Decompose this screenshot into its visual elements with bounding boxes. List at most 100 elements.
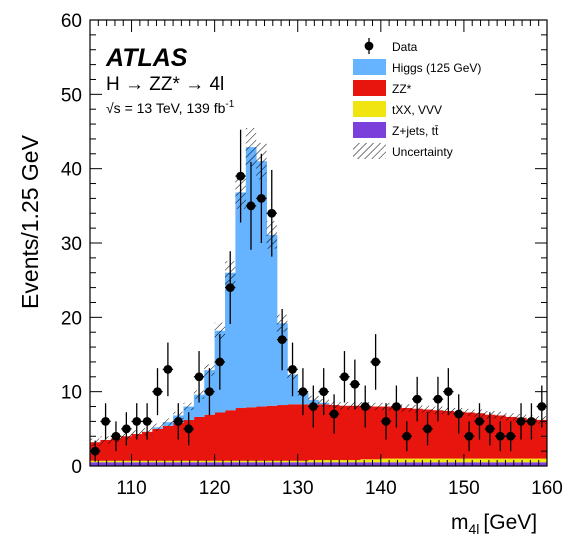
stack-bar-zjets xyxy=(505,462,517,466)
stack-bar-txx xyxy=(183,460,195,463)
stack-bar-zjets xyxy=(411,462,423,466)
data-point xyxy=(319,387,329,397)
uncertainty-bin xyxy=(214,322,226,339)
stack-bar-zjets xyxy=(463,462,475,466)
stack-bar-txx xyxy=(204,460,216,463)
y-tick-label: 40 xyxy=(61,160,82,181)
data-point xyxy=(142,417,152,426)
stack-bar-txx xyxy=(225,460,236,463)
uncertainty-bin xyxy=(370,402,381,411)
stack-bar-zz xyxy=(432,410,444,459)
stack-bar-zjets xyxy=(318,462,330,466)
stack-bar-txx xyxy=(308,460,319,463)
x-label-sub: 4l xyxy=(469,521,480,537)
stack-bar-higgs xyxy=(266,234,278,406)
stack-bar-txx xyxy=(152,460,164,463)
stack-bar-zz xyxy=(204,414,216,461)
stack-bar-txx xyxy=(131,460,143,463)
stack-bar-zjets xyxy=(484,462,496,466)
stack-bar-txx xyxy=(484,458,496,463)
x-tick-label: 160 xyxy=(531,478,563,499)
stack-bar-zjets xyxy=(474,462,486,466)
stack-bar-txx xyxy=(360,459,371,463)
stack-bar-zjets xyxy=(183,462,195,466)
energy-lumi-text: √s = 13 TeV, 139 fb xyxy=(106,100,226,116)
uncertainty-bin xyxy=(422,405,433,414)
stack-bar-zz xyxy=(276,405,288,461)
data-point xyxy=(236,171,246,181)
stack-bar-zjets xyxy=(276,462,288,466)
x-label-unit: [GeV] xyxy=(483,511,537,534)
stack-bar-txx xyxy=(141,460,153,463)
legend-label: ZZ* xyxy=(392,82,412,96)
data-point xyxy=(412,394,422,404)
stack-bar-txx xyxy=(266,460,278,463)
uncertainty-bin xyxy=(401,404,412,412)
stack-bar-zz xyxy=(536,419,547,459)
stack-bar-zjets xyxy=(349,462,361,466)
stack-bar-zjets xyxy=(422,462,434,466)
stack-bar-txx xyxy=(339,460,351,463)
stack-bar-zz xyxy=(121,436,132,461)
legend: Data Higgs (125 GeV) ZZ* tXX, VVV Z+jets, tt… xyxy=(353,38,481,159)
stack-bar-zz xyxy=(266,405,278,461)
stack-bar-txx xyxy=(515,458,527,463)
stack-bar-higgs xyxy=(235,192,247,409)
data-point xyxy=(184,424,194,434)
legend-label: Z+jets, tt̄ xyxy=(392,124,439,138)
data-point xyxy=(527,417,536,426)
stack-bar-txx xyxy=(162,460,174,463)
stack-bar-zjets xyxy=(100,462,112,466)
stack-bar-zz xyxy=(443,410,454,459)
data-point xyxy=(205,387,214,397)
stack-bar-higgs xyxy=(193,394,205,417)
stack-bar-zjets xyxy=(90,462,101,466)
stack-bar-zjets xyxy=(152,462,164,466)
data-point xyxy=(443,387,453,397)
stack-bar-txx xyxy=(380,458,392,463)
uncertainty-bin xyxy=(152,423,163,432)
stack-bar-zz xyxy=(100,439,112,461)
data-point xyxy=(288,364,297,374)
data-point xyxy=(485,424,495,434)
data-point xyxy=(121,424,131,434)
stack-bar-zjets xyxy=(328,462,340,466)
data-point xyxy=(360,402,370,411)
uncertainty-bin xyxy=(100,436,111,444)
uncertainty-bin xyxy=(495,411,506,420)
stack-bar-zjets xyxy=(515,462,527,466)
stack-bar-zjets xyxy=(453,462,465,466)
x-tick-label: 140 xyxy=(365,478,397,499)
data-point xyxy=(101,417,110,426)
stack-bar-txx xyxy=(411,458,423,463)
stack-bar-zz xyxy=(173,422,184,461)
stack-bar-txx xyxy=(495,458,506,463)
y-axis-label: Events/1.25 GeV xyxy=(17,134,43,309)
stack-bar-zjets xyxy=(495,462,506,466)
data-point xyxy=(464,431,474,441)
stack-bar-zz xyxy=(297,404,309,461)
uncertainty-bin xyxy=(505,413,516,421)
x-axis: 110 120 130 140 150 160 xyxy=(89,20,563,499)
stack-bar-zjets xyxy=(235,462,247,466)
energy-lumi-label: √s = 13 TeV, 139 fb-1 xyxy=(106,99,235,116)
legend-swatch xyxy=(353,101,386,117)
stack-bar-txx xyxy=(349,460,361,463)
stack-bar-txx xyxy=(100,460,112,463)
stack-bar-txx xyxy=(110,460,122,463)
data-point xyxy=(329,409,339,419)
stack-bar-zjets xyxy=(380,462,392,466)
stack-bar-zz xyxy=(308,404,319,461)
stack-bar-zz xyxy=(162,425,174,461)
stack-bar-txx xyxy=(463,458,475,463)
stack-bar-txx xyxy=(318,460,330,463)
stack-bar-zz xyxy=(152,428,164,461)
stack-bar-txx xyxy=(401,458,413,463)
data-point xyxy=(173,417,183,426)
x-tick-label: 120 xyxy=(199,478,231,499)
data-point xyxy=(215,357,225,367)
stack-bar-txx xyxy=(193,460,205,463)
stack-bar-zjets xyxy=(401,462,413,466)
data-point xyxy=(163,364,173,374)
stack-bar-txx xyxy=(432,458,444,463)
